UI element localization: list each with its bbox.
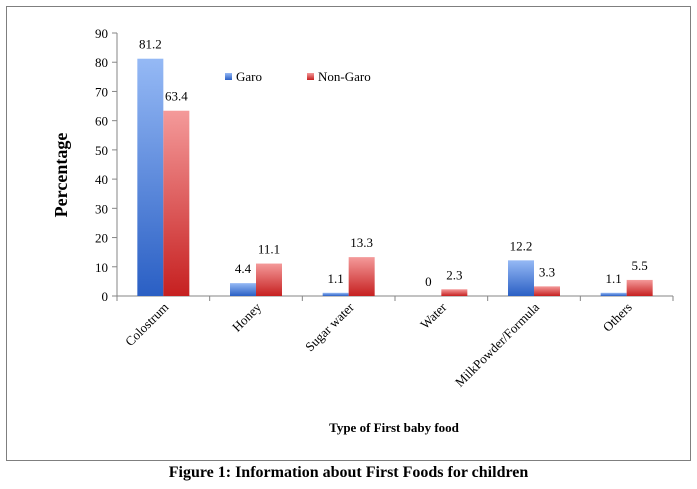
y-tick-label: 10 <box>95 260 108 275</box>
y-tick-label: 20 <box>95 231 108 246</box>
x-tick-label: Others <box>600 300 635 335</box>
data-label: 3.3 <box>539 264 555 279</box>
data-label: 0 <box>425 274 432 289</box>
x-axis: Colostrum Honey Sugar water Water MilkPowder… <box>116 295 674 390</box>
data-label: 4.4 <box>235 261 252 276</box>
legend-swatch <box>307 73 314 80</box>
bar-non-garo <box>348 257 375 296</box>
y-tick-label: 40 <box>95 172 108 187</box>
y-tick-label: 80 <box>95 55 108 70</box>
y-tick-label: 50 <box>95 143 108 158</box>
data-label: 2.3 <box>446 267 462 282</box>
figure-caption: Figure 1: Information about First Foods … <box>168 464 529 481</box>
data-label: 1.1 <box>606 271 622 286</box>
y-tick-label: 90 <box>95 26 108 41</box>
y-axis: 0 10 20 30 40 50 60 70 80 90 <box>95 26 118 304</box>
bar-garo <box>600 292 627 296</box>
x-tick-label: Sugar water <box>302 299 357 354</box>
legend: Garo Non-Garo <box>225 69 371 84</box>
bar-non-garo <box>441 289 468 296</box>
bar-garo <box>230 283 256 296</box>
bar-non-garo <box>256 263 282 296</box>
bar-garo <box>508 260 534 296</box>
y-tick-label: 70 <box>95 84 108 99</box>
y-tick-label: 60 <box>95 114 108 129</box>
data-labels: 81.2 4.4 1.1 0 12.2 1.1 63.4 11.1 13.3 2.3 3.3 5.5 <box>139 37 648 289</box>
y-axis-title: Percentage <box>51 133 71 218</box>
bar-garo <box>322 292 349 296</box>
bar-chart: 0 10 20 30 40 50 60 70 80 90 Colostrum Honey Sugar … <box>51 26 674 435</box>
legend-label: Non-Garo <box>318 69 371 84</box>
data-label: 63.4 <box>165 89 188 104</box>
x-tick-label: Colostrum <box>122 300 171 349</box>
legend-swatch <box>225 73 232 80</box>
data-label: 1.1 <box>328 271 344 286</box>
data-label: 11.1 <box>258 242 280 257</box>
bar-non-garo <box>626 279 653 296</box>
bar-non-garo <box>534 286 560 296</box>
y-tick-label: 0 <box>102 289 109 304</box>
x-tick-label: Water <box>417 299 450 332</box>
x-axis-title: Type of First baby food <box>329 420 460 435</box>
y-tick-label: 30 <box>95 201 108 216</box>
x-tick-label: MilkPowder/Formula <box>452 299 542 389</box>
data-label: 81.2 <box>139 37 162 52</box>
data-label: 12.2 <box>510 238 533 253</box>
bar-non-garo <box>163 110 190 296</box>
data-label: 5.5 <box>632 258 648 273</box>
bars <box>137 58 653 296</box>
chart-frame: 0 10 20 30 40 50 60 70 80 90 Colostrum Honey Sugar … <box>6 6 691 461</box>
bar-garo <box>137 58 164 296</box>
legend-label: Garo <box>236 69 262 84</box>
x-tick-label: Honey <box>229 299 264 334</box>
data-label: 13.3 <box>350 235 373 250</box>
